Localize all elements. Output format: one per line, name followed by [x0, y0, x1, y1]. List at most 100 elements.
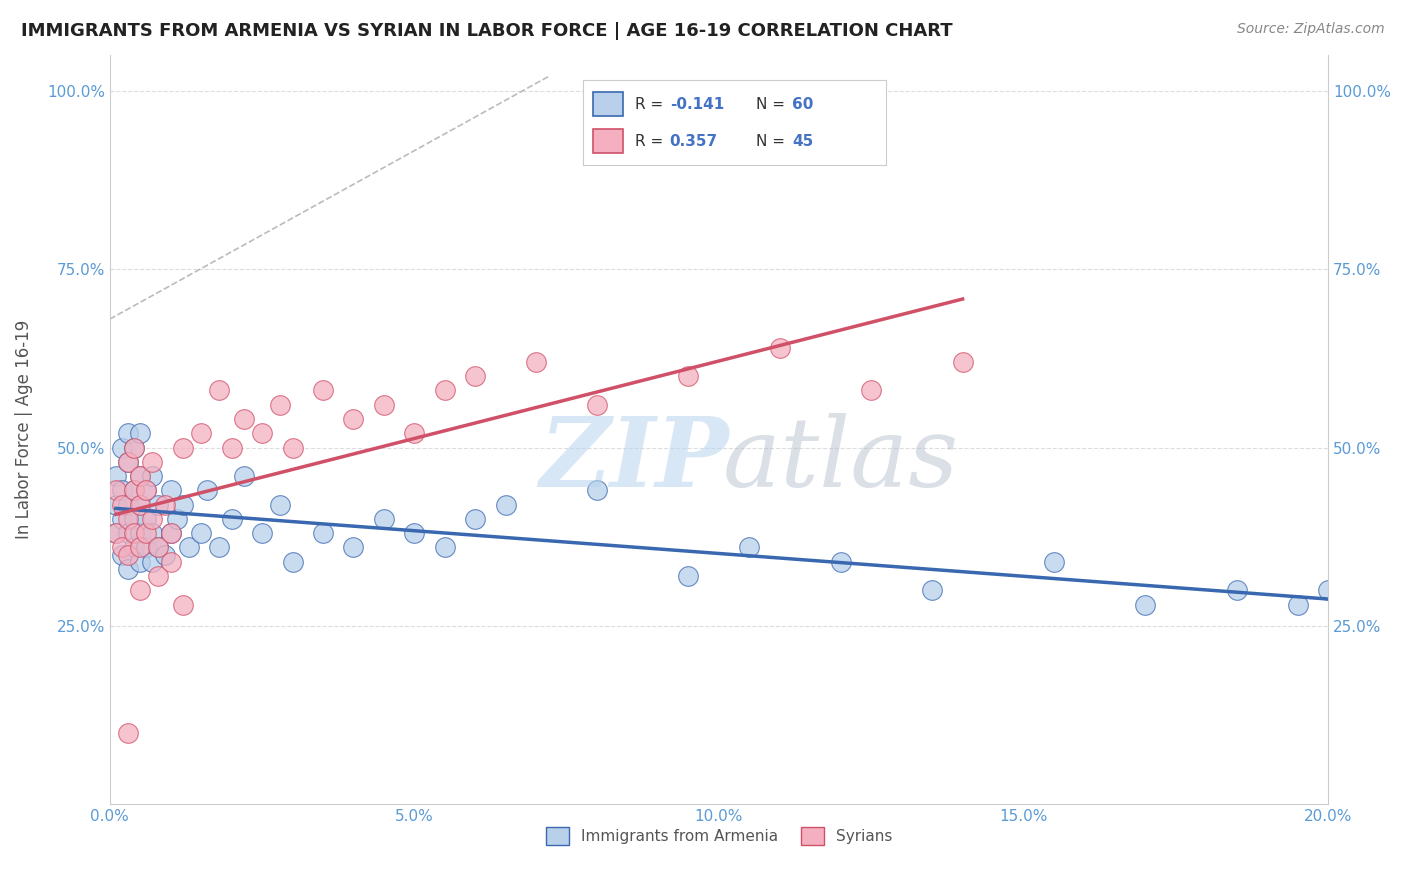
Point: [195, 483, 218, 498]
Point: [952, 355, 974, 369]
Point: [117, 455, 139, 469]
Point: [166, 512, 188, 526]
Point: [921, 583, 943, 598]
Point: [135, 541, 157, 555]
Point: [678, 369, 700, 384]
Point: [769, 341, 792, 355]
Point: [122, 483, 145, 498]
Point: [586, 398, 609, 412]
Point: [269, 498, 291, 512]
Point: [141, 512, 163, 526]
Point: [524, 355, 547, 369]
Point: [104, 526, 127, 541]
Point: [153, 548, 176, 562]
Point: [129, 498, 152, 512]
Point: [135, 526, 157, 541]
Y-axis label: In Labor Force | Age 16-19: In Labor Force | Age 16-19: [15, 320, 32, 540]
Point: [111, 512, 134, 526]
Point: [860, 384, 883, 398]
Point: [159, 526, 181, 541]
Point: [117, 498, 139, 512]
Point: [104, 483, 127, 498]
Point: [129, 498, 152, 512]
Point: [117, 726, 139, 740]
Text: ZIP: ZIP: [538, 413, 728, 507]
Point: [111, 548, 134, 562]
Point: [122, 541, 145, 555]
Point: [117, 455, 139, 469]
Point: [464, 512, 486, 526]
Point: [208, 384, 231, 398]
Point: [104, 469, 127, 483]
Point: [678, 569, 700, 583]
Point: [141, 469, 163, 483]
Point: [1286, 598, 1309, 612]
Point: [433, 384, 456, 398]
Point: [373, 398, 395, 412]
Point: [104, 526, 127, 541]
Point: [250, 526, 273, 541]
FancyBboxPatch shape: [592, 92, 623, 116]
Point: [117, 548, 139, 562]
Point: [104, 498, 127, 512]
Point: [129, 541, 152, 555]
Point: [135, 483, 157, 498]
Point: [153, 498, 176, 512]
Point: [172, 498, 194, 512]
Point: [190, 526, 212, 541]
Point: [221, 441, 243, 455]
Point: [117, 512, 139, 526]
Point: [312, 526, 335, 541]
Point: [1135, 598, 1157, 612]
Point: [269, 398, 291, 412]
Point: [312, 384, 335, 398]
Legend: Immigrants from Armenia, Syrians: Immigrants from Armenia, Syrians: [546, 827, 893, 846]
Point: [122, 441, 145, 455]
Point: [190, 426, 212, 441]
Text: atlas: atlas: [723, 413, 959, 507]
Text: N =: N =: [756, 96, 790, 112]
Point: [281, 555, 304, 569]
Point: [141, 526, 163, 541]
Point: [159, 555, 181, 569]
Point: [1317, 583, 1340, 598]
Point: [148, 541, 170, 555]
Point: [129, 426, 152, 441]
Point: [148, 498, 170, 512]
Point: [141, 555, 163, 569]
Point: [159, 526, 181, 541]
Text: IMMIGRANTS FROM ARMENIA VS SYRIAN IN LABOR FORCE | AGE 16-19 CORRELATION CHART: IMMIGRANTS FROM ARMENIA VS SYRIAN IN LAB…: [21, 22, 953, 40]
Point: [148, 541, 170, 555]
Point: [464, 369, 486, 384]
Point: [404, 426, 426, 441]
Point: [117, 426, 139, 441]
Point: [129, 555, 152, 569]
Point: [122, 512, 145, 526]
Point: [172, 441, 194, 455]
Text: 0.357: 0.357: [669, 134, 718, 149]
Point: [135, 483, 157, 498]
Point: [281, 441, 304, 455]
Point: [129, 469, 152, 483]
Text: 45: 45: [792, 134, 813, 149]
Point: [141, 455, 163, 469]
Point: [738, 541, 761, 555]
Point: [129, 583, 152, 598]
Point: [117, 526, 139, 541]
Point: [221, 512, 243, 526]
Point: [111, 498, 134, 512]
Point: [129, 526, 152, 541]
Point: [135, 512, 157, 526]
Point: [172, 598, 194, 612]
Point: [830, 555, 852, 569]
Point: [111, 441, 134, 455]
Point: [122, 483, 145, 498]
Point: [495, 498, 517, 512]
Point: [250, 426, 273, 441]
Text: -0.141: -0.141: [669, 96, 724, 112]
Point: [148, 569, 170, 583]
Text: N =: N =: [756, 134, 790, 149]
Point: [232, 469, 254, 483]
Text: 60: 60: [792, 96, 814, 112]
Point: [122, 526, 145, 541]
